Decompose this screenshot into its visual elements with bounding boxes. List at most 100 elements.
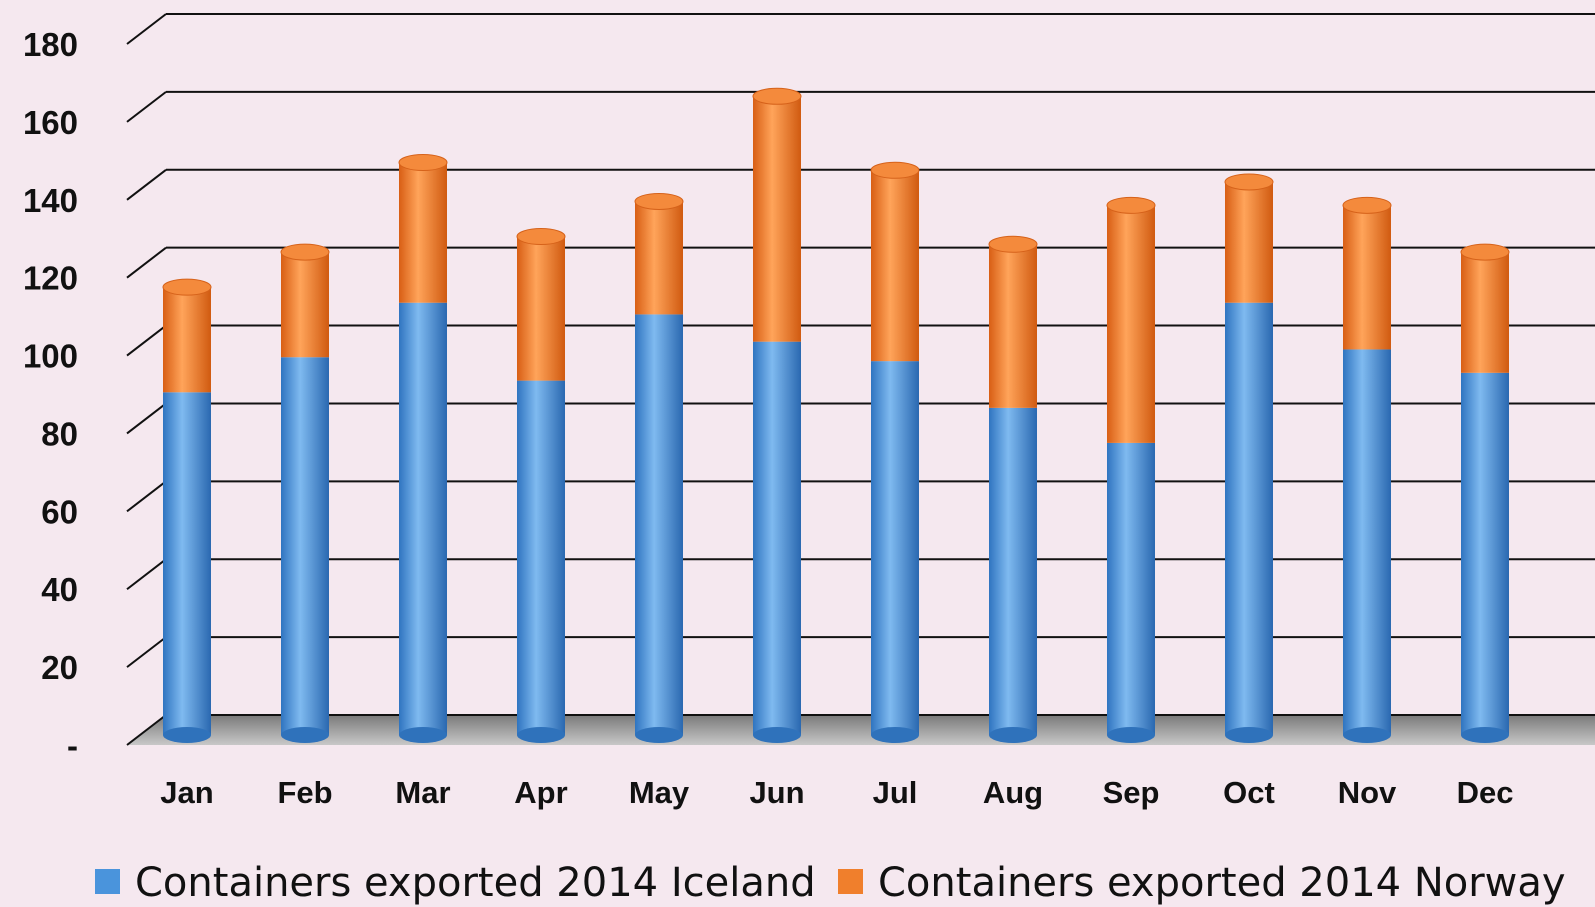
bar-top-cap <box>398 154 448 172</box>
bar-norway <box>989 244 1037 408</box>
bar-iceland <box>753 341 801 735</box>
bar-iceland <box>1343 349 1391 735</box>
y-tick-label: 60 <box>41 493 78 530</box>
bar-norway <box>871 170 919 362</box>
gridline-depth <box>126 168 167 201</box>
bar-group-jun <box>752 87 802 743</box>
bar-iceland <box>989 407 1037 735</box>
bar-base-cap <box>1225 727 1273 743</box>
bars <box>162 87 1510 743</box>
bar-base-cap <box>1107 727 1155 743</box>
legend: Containers exported 2014 Iceland Containe… <box>95 860 1566 906</box>
bar-base-cap <box>399 727 447 743</box>
x-tick-label: Apr <box>514 775 567 810</box>
bar-top-cap <box>280 243 330 261</box>
y-tick-label: 20 <box>41 649 78 686</box>
legend-swatch <box>838 869 863 894</box>
gridline-depth <box>126 714 167 746</box>
bar-norway <box>1107 205 1155 443</box>
bar-base-cap <box>517 727 565 743</box>
bar-group-apr <box>516 228 566 743</box>
y-tick-label: 100 <box>23 338 78 375</box>
x-tick-label: Jun <box>749 775 804 810</box>
gridline-depth <box>126 324 167 357</box>
y-tick-label: - <box>67 727 78 764</box>
x-tick-label: May <box>629 775 690 810</box>
gridline-depth <box>126 13 167 45</box>
x-tick-label: Nov <box>1338 775 1397 810</box>
bar-top-cap <box>1342 196 1392 214</box>
bar-base-cap <box>989 727 1037 743</box>
bar-base-cap <box>1343 727 1391 743</box>
x-tick-label: Mar <box>395 775 450 810</box>
bar-group-oct <box>1224 173 1274 743</box>
bar-group-aug <box>988 235 1038 743</box>
y-tick-label: 180 <box>23 26 78 63</box>
bar-top-cap <box>516 228 566 246</box>
bar-top-cap <box>1460 243 1510 261</box>
bar-norway <box>1461 252 1509 373</box>
x-tick-label: Dec <box>1457 775 1514 810</box>
x-tick-label: Sep <box>1103 775 1160 810</box>
bar-top-cap <box>870 161 920 179</box>
bar-group-nov <box>1342 196 1392 743</box>
bar-iceland <box>635 314 683 735</box>
bar-base-cap <box>163 727 211 743</box>
bar-norway <box>753 96 801 342</box>
bar-group-jan <box>162 278 212 743</box>
legend-label: Containers exported 2014 Iceland <box>135 860 816 906</box>
bar-iceland <box>399 302 447 735</box>
bar-iceland <box>871 361 919 735</box>
x-tick-label: Oct <box>1223 775 1275 810</box>
bar-top-cap <box>1224 173 1274 191</box>
bar-top-cap <box>634 192 684 210</box>
x-tick-label: Aug <box>983 775 1043 810</box>
y-tick-label: 80 <box>41 415 78 452</box>
bar-iceland <box>517 380 565 735</box>
y-tick-label: 40 <box>41 571 78 608</box>
bar-norway <box>635 201 683 315</box>
bar-iceland <box>1107 442 1155 735</box>
bar-norway <box>281 252 329 358</box>
x-tick-label: Feb <box>277 775 332 810</box>
gridline-depth <box>126 91 167 123</box>
bar-top-cap <box>1106 196 1156 214</box>
bar-group-jul <box>870 161 920 743</box>
bar-group-dec <box>1460 243 1510 743</box>
bar-norway <box>517 236 565 381</box>
bar-top-cap <box>162 278 212 296</box>
y-tick-label: 160 <box>23 104 78 141</box>
bar-group-feb <box>280 243 330 743</box>
x-axis-ticks: Jan Feb Mar Apr May Jun Jul Aug Sep Oct Nov Dec <box>160 775 1513 810</box>
bar-norway <box>1343 205 1391 350</box>
bar-iceland <box>1225 302 1273 735</box>
bar-iceland <box>163 392 211 735</box>
y-tick-label: 140 <box>23 182 78 219</box>
bar-top-cap <box>988 235 1038 253</box>
bar-top-cap <box>752 87 802 105</box>
bar-base-cap <box>871 727 919 743</box>
gridline-depth <box>126 246 167 279</box>
bar-group-mar <box>398 154 448 743</box>
bar-iceland <box>281 357 329 735</box>
bar-group-sep <box>1106 196 1156 743</box>
gridline-depth <box>126 636 167 668</box>
y-tick-label: 120 <box>23 260 78 297</box>
bar-base-cap <box>281 727 329 743</box>
gridline-depth <box>126 480 167 513</box>
legend-label: Containers exported 2014 Norway <box>878 860 1566 906</box>
bar-norway <box>1225 181 1273 303</box>
gridline-depth <box>126 558 167 591</box>
bar-group-may <box>634 192 684 743</box>
bar-norway <box>163 287 211 393</box>
gridline-depth <box>126 402 167 435</box>
bar-base-cap <box>635 727 683 743</box>
bar-iceland <box>1461 372 1509 735</box>
bar-base-cap <box>753 727 801 743</box>
y-axis-ticks: - 20 40 60 80 100 120 140 160 180 <box>23 26 78 764</box>
bar-base-cap <box>1461 727 1509 743</box>
x-tick-label: Jan <box>160 775 213 810</box>
x-tick-label: Jul <box>873 775 918 810</box>
